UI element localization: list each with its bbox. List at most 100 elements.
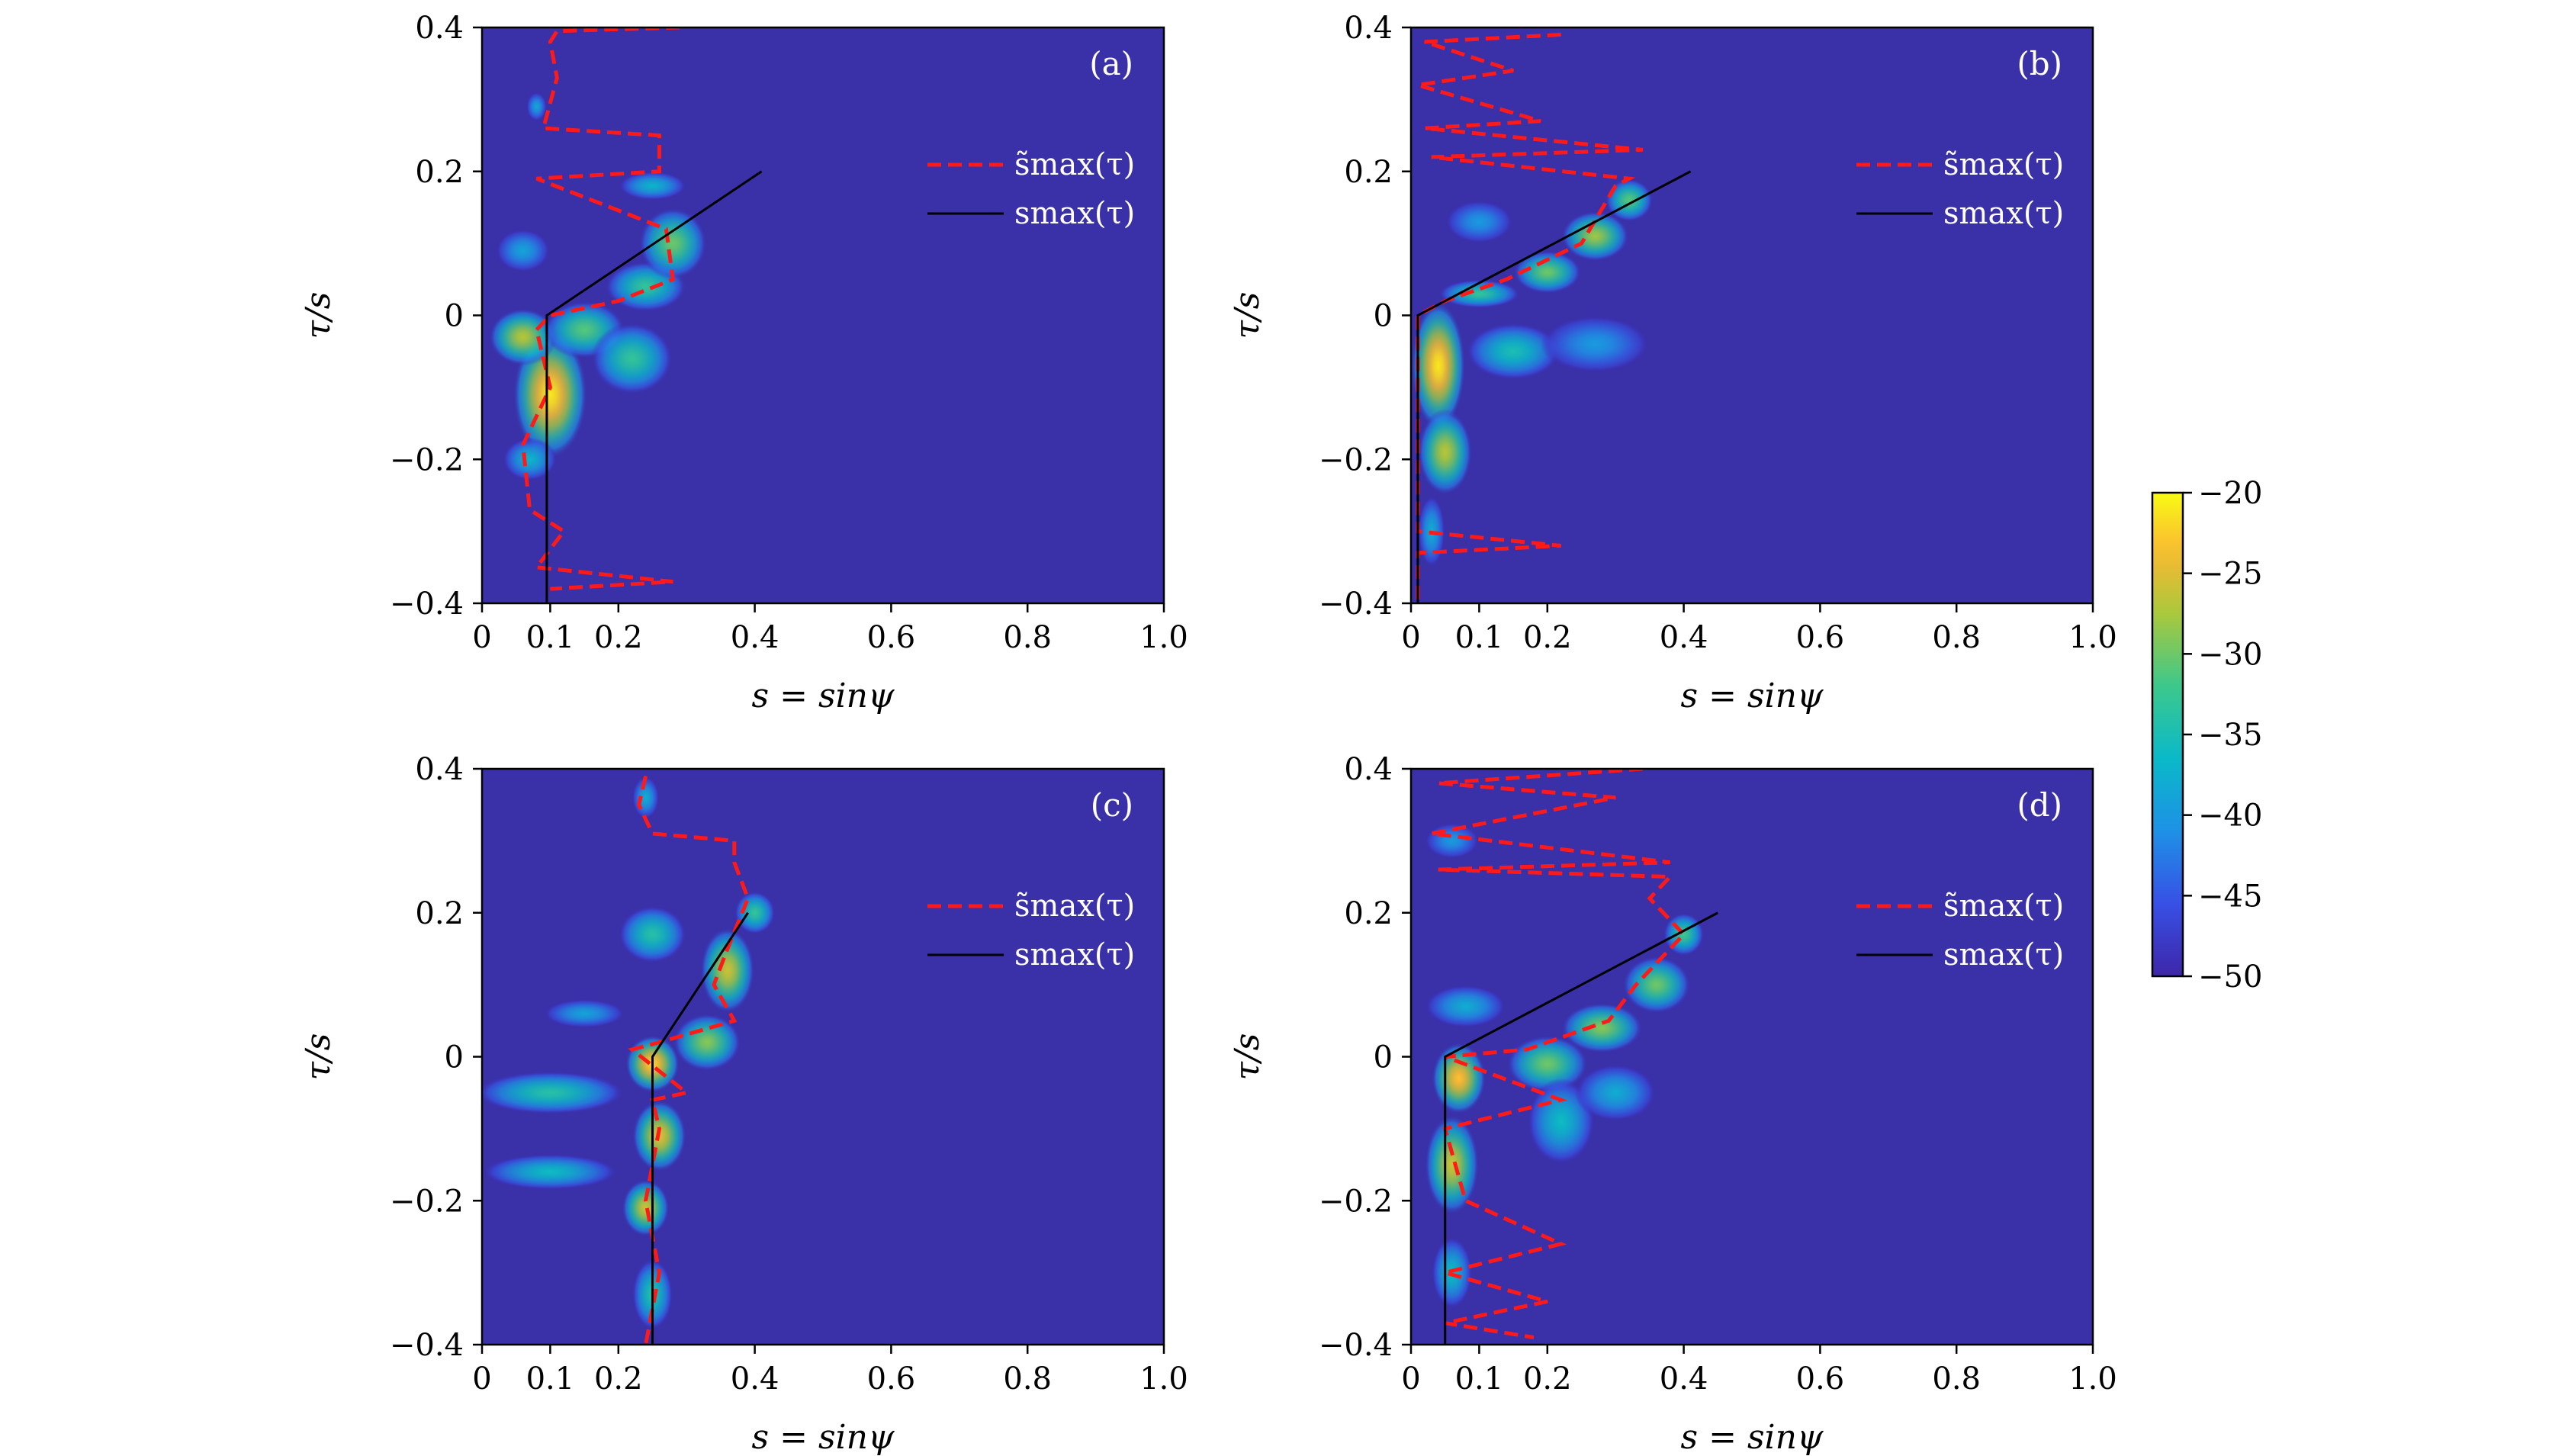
heat-blob: [1417, 409, 1473, 496]
y-tick-label: −0.2: [390, 442, 464, 477]
legend-label-s-max: smax(τ): [1943, 196, 2064, 231]
y-tick-label: −0.2: [1319, 1184, 1393, 1219]
y-tick-label: 0.2: [1344, 896, 1393, 931]
heat-blob: [734, 891, 776, 935]
heat-blob: [618, 171, 687, 201]
panel-d: 0 0.1 0.2 0.4 0.6 0.8 1.0 −0.4 −0.2 0 0.2 0.4 s = si…: [1228, 752, 2117, 1456]
x-tick-label: 0.2: [1523, 620, 1572, 655]
x-tick-label: 0.1: [1455, 620, 1504, 655]
heat-blob: [543, 999, 625, 1028]
legend-label-s-max: smax(τ): [1943, 937, 2064, 972]
y-tick-label: 0: [1374, 299, 1393, 334]
panel-label: (d): [2017, 786, 2062, 824]
x-tick-label: 0.8: [1003, 1361, 1052, 1397]
s-max-line: [545, 170, 763, 603]
x-tick-label: 0.2: [594, 620, 643, 655]
heat-blob: [638, 207, 708, 280]
y-tick-label: 0: [445, 299, 464, 334]
y-axis-label: τ/s: [1228, 1033, 1267, 1081]
heatmap-background: [482, 769, 1164, 1345]
x-tick-label: 0.4: [1660, 620, 1708, 655]
x-tick-label: 0.8: [1932, 620, 1981, 655]
x-tick-label: 0.4: [731, 1361, 779, 1397]
y-axis-label: τ/s: [299, 292, 338, 339]
x-tick-label: 0.1: [1455, 1361, 1504, 1397]
y-tick-label: −0.2: [1319, 442, 1393, 477]
heat-blob: [673, 1013, 741, 1072]
y-tick-label: 0.4: [415, 752, 464, 787]
heatmap-background: [1411, 27, 2093, 603]
heat-blob: [482, 1071, 625, 1114]
x-tick-label: 1.0: [1139, 1361, 1188, 1397]
legend-label-s-tilde: s̃max(τ): [1943, 147, 2064, 182]
x-tick-label: 0: [1401, 1361, 1420, 1397]
heat-blob: [482, 1153, 619, 1191]
panel-label: (a): [1089, 45, 1133, 82]
heat-blob: [1465, 322, 1561, 381]
legend: s̃max(τ) smax(τ): [1856, 889, 2064, 972]
heat-blob: [1605, 178, 1654, 222]
y-tick-label: −0.4: [390, 587, 464, 622]
x-tick-label: 0: [1401, 620, 1420, 655]
x-tick-label: 0.8: [1932, 1361, 1981, 1397]
heat-blob: [1574, 1063, 1657, 1122]
y-tick-label: 0.2: [1344, 155, 1393, 190]
heat-blob: [1424, 985, 1507, 1028]
x-tick-label: 1.0: [1139, 620, 1188, 655]
x-tick-label: 0.6: [867, 620, 916, 655]
y-axis-label: τ/s: [299, 1033, 338, 1081]
s-max-line: [1416, 170, 1692, 603]
x-tick-label: 0.4: [1660, 1361, 1708, 1397]
heat-blob: [1513, 250, 1582, 294]
x-tick-label: 0.4: [731, 620, 779, 655]
heat-blob: [526, 92, 547, 121]
legend: s̃max(τ) smax(τ): [927, 889, 1135, 972]
y-tick-label: −0.4: [390, 1328, 464, 1363]
heat-blob: [495, 229, 551, 272]
panel-label: (c): [1091, 786, 1133, 824]
legend-label-s-max: smax(τ): [1014, 196, 1135, 231]
y-axis-label: τ/s: [1228, 292, 1267, 339]
legend-label-s-tilde: s̃max(τ): [1014, 889, 1135, 924]
heat-blob: [1560, 211, 1630, 262]
s-tilde-max-line: [1431, 769, 1687, 1340]
heat-blob: [1622, 956, 1691, 1014]
x-tick-label: 0.2: [594, 1361, 643, 1397]
heat-blob: [1560, 1002, 1643, 1053]
s-tilde-max-line: [628, 775, 750, 1345]
legend-label-s-tilde: s̃max(τ): [1014, 147, 1135, 182]
legend: s̃max(τ) smax(τ): [927, 147, 1135, 231]
legend: s̃max(τ) smax(τ): [1856, 147, 2064, 231]
x-tick-label: 0.6: [1796, 1361, 1845, 1397]
heatmap-field: [488, 92, 708, 481]
x-tick-label: 0: [472, 1361, 491, 1397]
x-tick-label: 0.8: [1003, 620, 1052, 655]
heat-blob: [1424, 1114, 1480, 1216]
heat-blob: [488, 308, 558, 366]
panel-a: 0 0.1 0.2 0.4 0.6 0.8 1.0 −0.4 −0.2 0 0.2 0.4 s = si…: [299, 11, 1188, 715]
y-tick-label: 0.2: [415, 896, 464, 931]
heatmap-field: [482, 776, 776, 1331]
colorbar-tick-label: −40: [2198, 799, 2262, 834]
colorbar: −20 −25 −30 −35 −40 −45 −50: [2151, 476, 2262, 995]
x-axis-label: s = sinψ: [752, 677, 895, 715]
y-tick-label: 0: [445, 1040, 464, 1075]
heat-blob: [622, 1178, 670, 1237]
x-tick-label: 0.6: [1796, 620, 1845, 655]
heat-blob: [1438, 279, 1521, 309]
colorbar-tick-label: −20: [2198, 476, 2262, 511]
y-tick-label: 0.4: [1344, 752, 1393, 787]
heat-blob: [1424, 822, 1480, 859]
heat-blob: [591, 322, 673, 395]
x-axis-label: s = sinψ: [1681, 677, 1824, 715]
heatmap-field: [1411, 178, 1654, 567]
y-tick-label: 0.4: [415, 11, 464, 46]
heat-blob: [1431, 1042, 1487, 1114]
legend-label-s-max: smax(τ): [1014, 937, 1135, 972]
x-tick-label: 0.1: [526, 1361, 575, 1397]
colorbar-tick-label: −45: [2198, 879, 2262, 914]
heat-blob: [1445, 200, 1514, 244]
x-tick-label: 1.0: [2068, 1361, 2117, 1397]
colorbar-gradient: [2151, 491, 2184, 978]
x-axis-label: s = sinψ: [1681, 1418, 1824, 1456]
